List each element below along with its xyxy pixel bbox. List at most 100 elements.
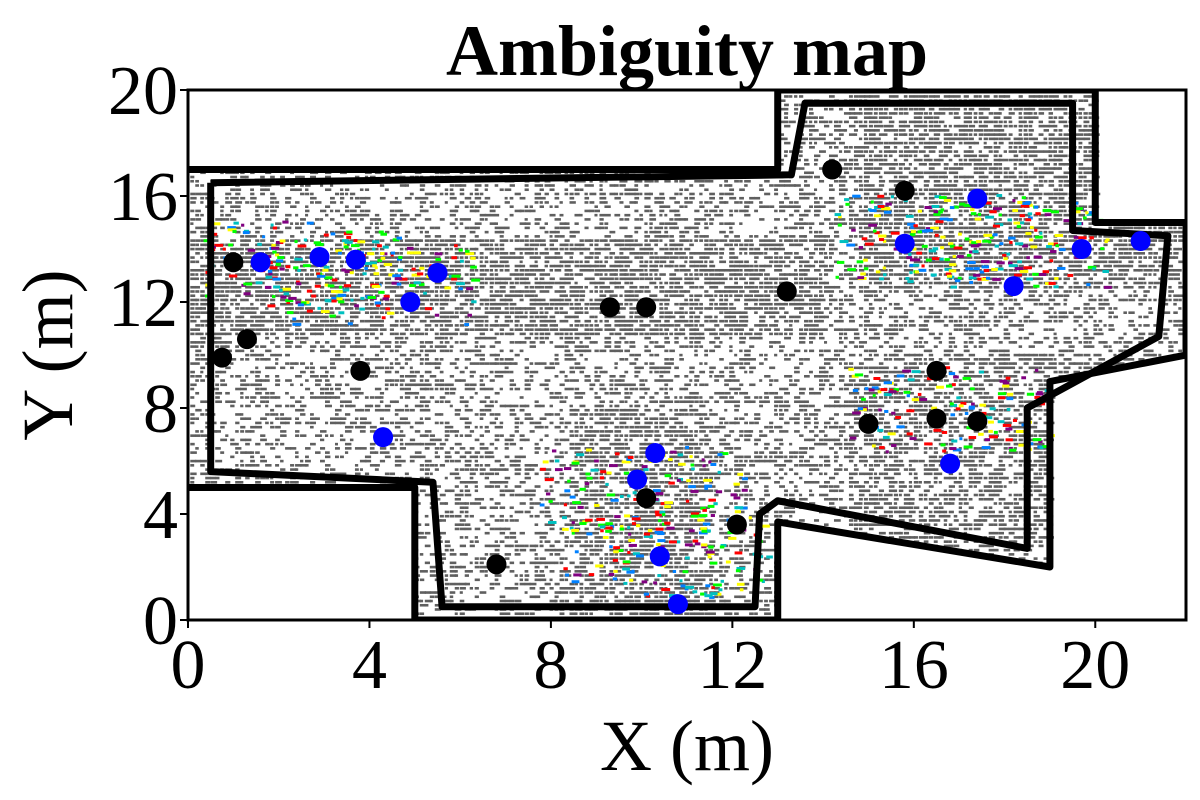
ambiguity-cell <box>220 332 227 336</box>
ambiguity-cell <box>794 400 801 404</box>
ambiguity-cell <box>774 480 780 484</box>
ambiguity-cell <box>928 353 934 357</box>
ambiguity-cell <box>339 341 347 344</box>
ambiguity-cell <box>873 480 879 484</box>
ambiguity-cell <box>504 519 509 522</box>
ambiguity-cell <box>898 358 905 361</box>
ambiguity-cell <box>240 358 244 361</box>
ambiguity-cell <box>1013 451 1018 454</box>
ambiguity-cell <box>394 464 402 467</box>
ambiguity-cell <box>674 417 679 420</box>
ambiguity-cell <box>923 387 931 391</box>
ambiguity-cell <box>454 582 461 586</box>
ambiguity-cell <box>624 531 630 535</box>
ambiguity-cell <box>649 599 655 603</box>
ambiguity-cell <box>369 442 376 446</box>
ambiguity-cell <box>774 353 778 357</box>
ambiguity-cell <box>684 438 689 442</box>
ambiguity-cell <box>1043 451 1049 454</box>
ambiguity-cell <box>320 366 327 370</box>
ambiguity-cell <box>359 421 366 425</box>
ambiguity-cell <box>434 324 439 327</box>
ambiguity-cell <box>669 531 676 535</box>
ambiguity-cell <box>868 434 874 437</box>
ambiguity-cell <box>823 464 831 467</box>
ambiguity-cell <box>928 387 935 391</box>
ambiguity-cell <box>664 383 669 387</box>
ambiguity-cell <box>1068 341 1072 344</box>
ambiguity-cell <box>290 404 295 408</box>
ambiguity-cell <box>469 544 475 548</box>
ambiguity-cell <box>928 455 935 459</box>
ambiguity-cell <box>948 510 954 514</box>
ambiguity-cell <box>449 565 455 569</box>
ambiguity-cell <box>449 510 454 514</box>
ambiguity-cell <box>604 434 611 437</box>
ambiguity-cell <box>734 544 741 548</box>
ambiguity-cell <box>619 523 624 526</box>
ambiguity-cell <box>779 396 783 399</box>
ambiguity-cell <box>444 599 452 603</box>
ambiguity-cell <box>569 336 574 340</box>
ambiguity-cell <box>489 472 495 476</box>
ambiguity-cell <box>669 468 677 471</box>
ambiguity-cell <box>858 519 863 522</box>
ambiguity-cell <box>614 442 621 446</box>
ambiguity-cell <box>629 353 635 357</box>
ambiguity-cell <box>1068 345 1075 348</box>
ambiguity-cell <box>594 379 600 382</box>
ambiguity-cell <box>569 341 576 344</box>
ambiguity-cell <box>774 425 781 429</box>
ambiguity-cell <box>684 374 689 378</box>
ambiguity-cell <box>988 464 993 467</box>
ambiguity-cell <box>659 413 666 416</box>
ambiguity-cell <box>634 561 642 565</box>
ambiguity-cell <box>1008 531 1015 535</box>
ambiguity-cell <box>883 476 890 480</box>
ambiguity-cell <box>774 438 779 442</box>
ambiguity-cell <box>265 358 271 361</box>
ambiguity-cell <box>619 591 625 594</box>
ambiguity-cell <box>704 425 710 429</box>
ambiguity-cell <box>948 502 955 505</box>
ambiguity-cell <box>394 336 400 340</box>
ambiguity-cell <box>354 324 359 327</box>
ambiguity-cell <box>305 328 311 331</box>
ambiguity-cell <box>549 489 554 493</box>
ambiguity-cell <box>774 514 779 518</box>
ambiguity-cell <box>893 472 901 476</box>
ambiguity-cell <box>933 438 941 442</box>
ambiguity-cell <box>684 459 690 463</box>
ambiguity-cell <box>594 493 601 497</box>
ambiguity-cell <box>265 328 270 331</box>
ambiguity-cell <box>958 489 964 493</box>
ambiguity-cell <box>938 341 943 344</box>
ambiguity-cell <box>983 358 991 361</box>
ambiguity-cell <box>863 332 868 336</box>
ambiguity-cell <box>679 396 683 399</box>
ambiguity-cell <box>1083 353 1091 357</box>
ambiguity-cell <box>709 574 714 577</box>
ambiguity-cell <box>634 459 642 463</box>
ambiguity-cell <box>489 362 497 365</box>
ambiguity-cell <box>509 459 517 463</box>
ambiguity-cell <box>514 485 522 488</box>
ambiguity-cell <box>444 430 450 433</box>
ambiguity-cell <box>424 387 430 391</box>
ambiguity-cell <box>634 519 641 522</box>
ambiguity-cell <box>689 391 695 395</box>
ambiguity-cell <box>454 514 462 518</box>
ambiguity-cell <box>689 332 697 336</box>
ambiguity-cell <box>654 366 660 370</box>
ambiguity-cell <box>774 472 779 476</box>
ambiguity-cell <box>315 383 321 387</box>
ambiguity-cell <box>439 421 444 425</box>
ambiguity-cell <box>389 421 394 425</box>
ambiguity-cell <box>469 480 477 484</box>
ambiguity-cell <box>983 396 989 399</box>
ambiguity-cell <box>913 434 918 437</box>
ambiguity-cell <box>868 438 874 442</box>
ambiguity-cell <box>584 497 590 501</box>
ambiguity-cell <box>893 480 898 484</box>
ambiguity-cell <box>524 383 531 387</box>
